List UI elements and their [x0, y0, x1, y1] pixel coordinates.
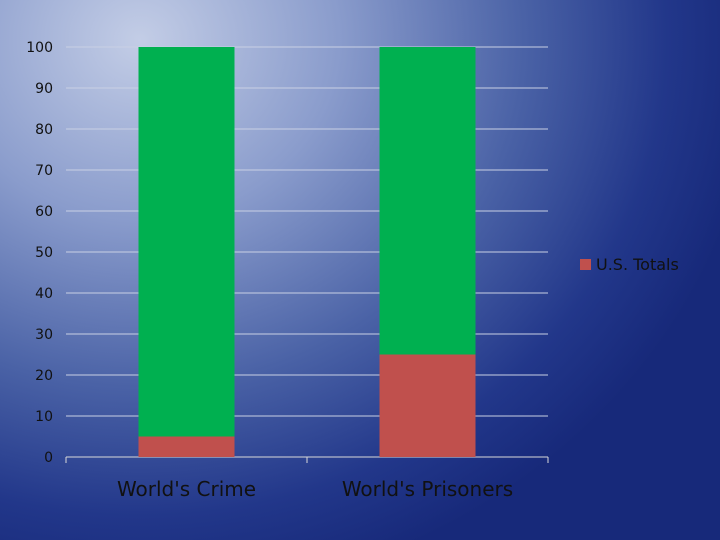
bars	[138, 47, 476, 457]
y-tick-label: 80	[35, 122, 53, 138]
y-tick-label: 10	[35, 409, 53, 425]
y-tick-label: 30	[35, 327, 53, 343]
bar-segment	[138, 436, 235, 457]
bar-segment	[379, 47, 476, 355]
y-tick-label: 100	[26, 40, 53, 56]
bar-segment	[379, 354, 476, 457]
y-tick-label: 60	[35, 204, 53, 220]
gridlines	[65, 46, 549, 463]
x-category-label: World's Prisoners	[342, 477, 513, 501]
y-axis-ticks: 0 10 20 30 40 50 60 70 80 90 100	[26, 40, 53, 466]
y-tick-label: 40	[35, 286, 53, 302]
bar-segment	[138, 47, 235, 437]
y-tick-label: 50	[35, 245, 53, 261]
category-labels: World's Crime World's Prisoners	[117, 477, 513, 501]
x-category-label: World's Crime	[117, 477, 256, 501]
y-tick-label: 20	[35, 368, 53, 384]
legend: U.S. Totals	[580, 255, 679, 274]
y-tick-label: 0	[44, 450, 53, 466]
legend-swatch-us-totals	[580, 259, 591, 270]
y-tick-label: 90	[35, 81, 53, 97]
y-tick-label: 70	[35, 163, 53, 179]
legend-label-us-totals: U.S. Totals	[596, 255, 679, 274]
